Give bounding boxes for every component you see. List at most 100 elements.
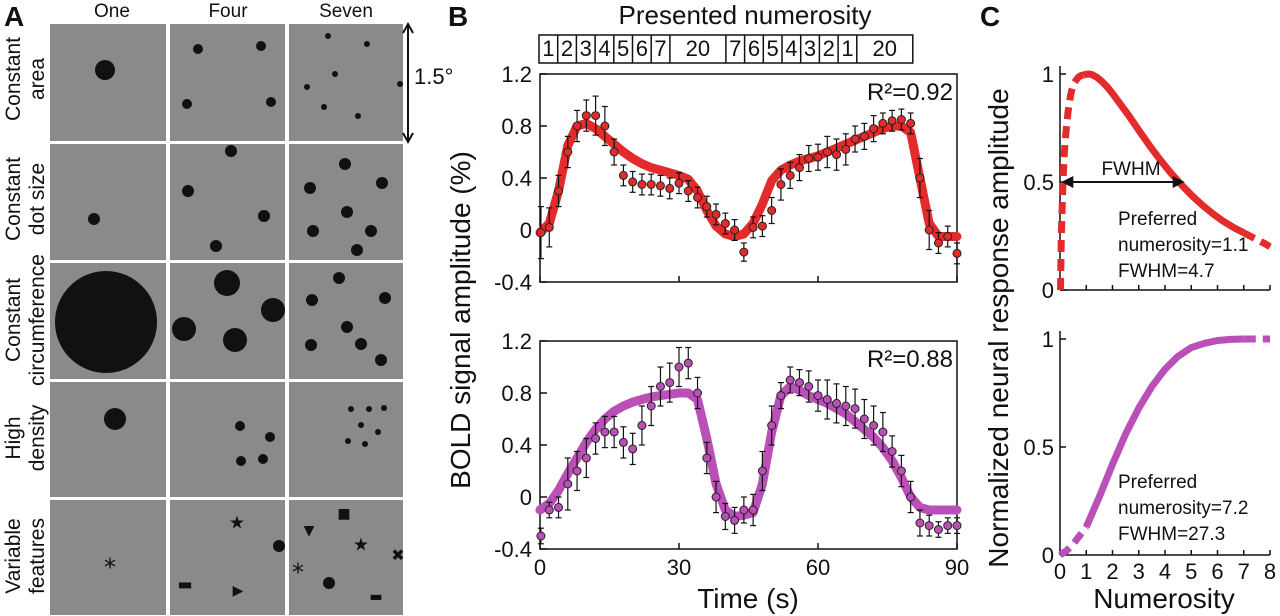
data-point <box>859 414 869 424</box>
x-tick-label: 4 <box>1159 559 1171 584</box>
data-point <box>813 391 823 401</box>
x-tick-label: 0 <box>1054 559 1066 584</box>
star-glyph: ★ <box>229 512 245 533</box>
row-label-line2: density <box>26 404 49 471</box>
panel-c-letter: C <box>980 1 1000 32</box>
data-point <box>554 502 564 512</box>
star-glyph: ★ <box>353 534 369 555</box>
sequence-cell-label: 5 <box>617 36 629 61</box>
data-point <box>785 375 795 385</box>
data-point <box>683 358 693 368</box>
column-header-one: One <box>94 1 130 22</box>
data-point <box>804 154 814 163</box>
numerosity-sequence: 1 2 3 4 5 6 7 20 7 6 5 4 3 2 1 20 <box>538 34 914 64</box>
x-tick-label: 60 <box>806 555 830 580</box>
row-label-constant-dot-size: Constant dot size <box>2 157 49 241</box>
row-label-high-density: High density <box>2 404 49 471</box>
y-tick-label: 1.2 <box>501 329 532 354</box>
data-point <box>915 518 925 528</box>
sequence-cell-label: 1 <box>841 36 853 61</box>
data-point <box>711 209 721 219</box>
sequence-cell-label: 4 <box>785 36 797 61</box>
stimulus-dot <box>193 44 203 54</box>
data-point <box>730 225 740 235</box>
x-tick-label: 2 <box>1106 559 1118 584</box>
data-point <box>730 515 740 525</box>
sequence-cell-label: 4 <box>598 36 610 61</box>
data-point <box>674 362 684 372</box>
stimulus-dot <box>214 270 240 296</box>
data-point <box>646 401 656 411</box>
data-point <box>554 186 564 196</box>
data-point <box>655 181 665 191</box>
data-point <box>794 378 804 388</box>
data-point <box>943 521 953 531</box>
row-label-line1: Constant <box>2 278 25 362</box>
stimulus-dot <box>182 185 194 197</box>
data-point <box>600 427 610 437</box>
stimulus-dot <box>88 213 100 225</box>
fwhm-arrowhead-right <box>1172 176 1185 188</box>
data-point <box>618 170 628 180</box>
data-point <box>600 121 610 131</box>
stimulus-tile-variable-features-seven <box>289 500 403 615</box>
tuning-curve-solid <box>1082 70 1246 236</box>
stimulus-dot <box>258 210 270 222</box>
y-tick-label: 0.8 <box>501 114 532 139</box>
row-label-line1: Constant <box>2 157 25 241</box>
data-point <box>609 147 619 157</box>
model-fit-line <box>535 118 962 241</box>
y-tick-label: 0.4 <box>501 433 532 458</box>
stimulus-dot <box>339 158 351 170</box>
data-point <box>702 453 712 463</box>
stimulus-dot <box>95 60 115 80</box>
fwhm-value-label: FWHM=4.7 <box>1118 261 1215 282</box>
sequence-cell-label: 2 <box>561 36 573 61</box>
stimulus-tile-high-density-one <box>50 382 166 497</box>
y-tick-label: 0 <box>520 218 532 243</box>
fwhm-value-label: FWHM=27.3 <box>1118 524 1225 545</box>
data-point <box>776 180 786 189</box>
stimulus-dot <box>355 338 367 350</box>
x-tick-label: 30 <box>667 555 691 580</box>
data-point <box>591 111 601 121</box>
column-header-four: Four <box>208 1 248 22</box>
data-point <box>618 437 628 447</box>
data-point <box>813 152 823 162</box>
stimulus-dot <box>223 328 247 352</box>
y-tick-label: 0.4 <box>501 166 532 191</box>
data-point <box>832 398 842 408</box>
panel-c: 0 0.5 1 Preferred numerosity=1.1 FWHM=4.7 FWHM… <box>983 62 1276 614</box>
dash-glyph: ▬ <box>369 589 382 605</box>
stimulus-grid: * ★ ▬ ▶ ■ ▼ ★ ✖ * ▬ <box>50 24 405 615</box>
y-tick-label: 1 <box>1042 327 1054 352</box>
row-label-line2: dot size <box>26 163 49 235</box>
data-point <box>785 170 795 180</box>
data-point <box>693 388 703 398</box>
stimulus-dot <box>341 206 353 218</box>
panel-a-letter: A <box>4 1 24 32</box>
stimulus-dot <box>307 225 319 237</box>
stimulus-tile-constant-dot-size-four <box>170 144 285 260</box>
y-tick-label: 1 <box>1042 62 1054 87</box>
y-axis-label-bold: BOLD signal amplitude (%) <box>445 151 476 489</box>
stimulus-dot <box>305 339 317 351</box>
stimulus-dot <box>376 177 388 189</box>
data-point <box>915 173 925 183</box>
data-point <box>878 118 888 128</box>
data-point <box>572 466 582 476</box>
sequence-cell-label: 5 <box>767 36 779 61</box>
stimulus-dot <box>225 145 237 157</box>
panel-b: Presented numerosity 1 2 3 4 5 6 7 20 7 6 5 4 3 2 1 20 … <box>445 0 969 614</box>
stimulus-dot <box>365 225 377 237</box>
data-point <box>536 531 546 541</box>
data-point <box>748 505 758 515</box>
sequence-cell-label: 3 <box>580 36 592 61</box>
stimulus-dot <box>397 81 403 87</box>
data-point <box>581 111 591 121</box>
tuning-curve-dashed-low <box>1058 524 1090 558</box>
data-point <box>767 206 777 215</box>
sequence-cell-label: 7 <box>729 36 741 61</box>
stimulus-dot <box>375 429 381 435</box>
